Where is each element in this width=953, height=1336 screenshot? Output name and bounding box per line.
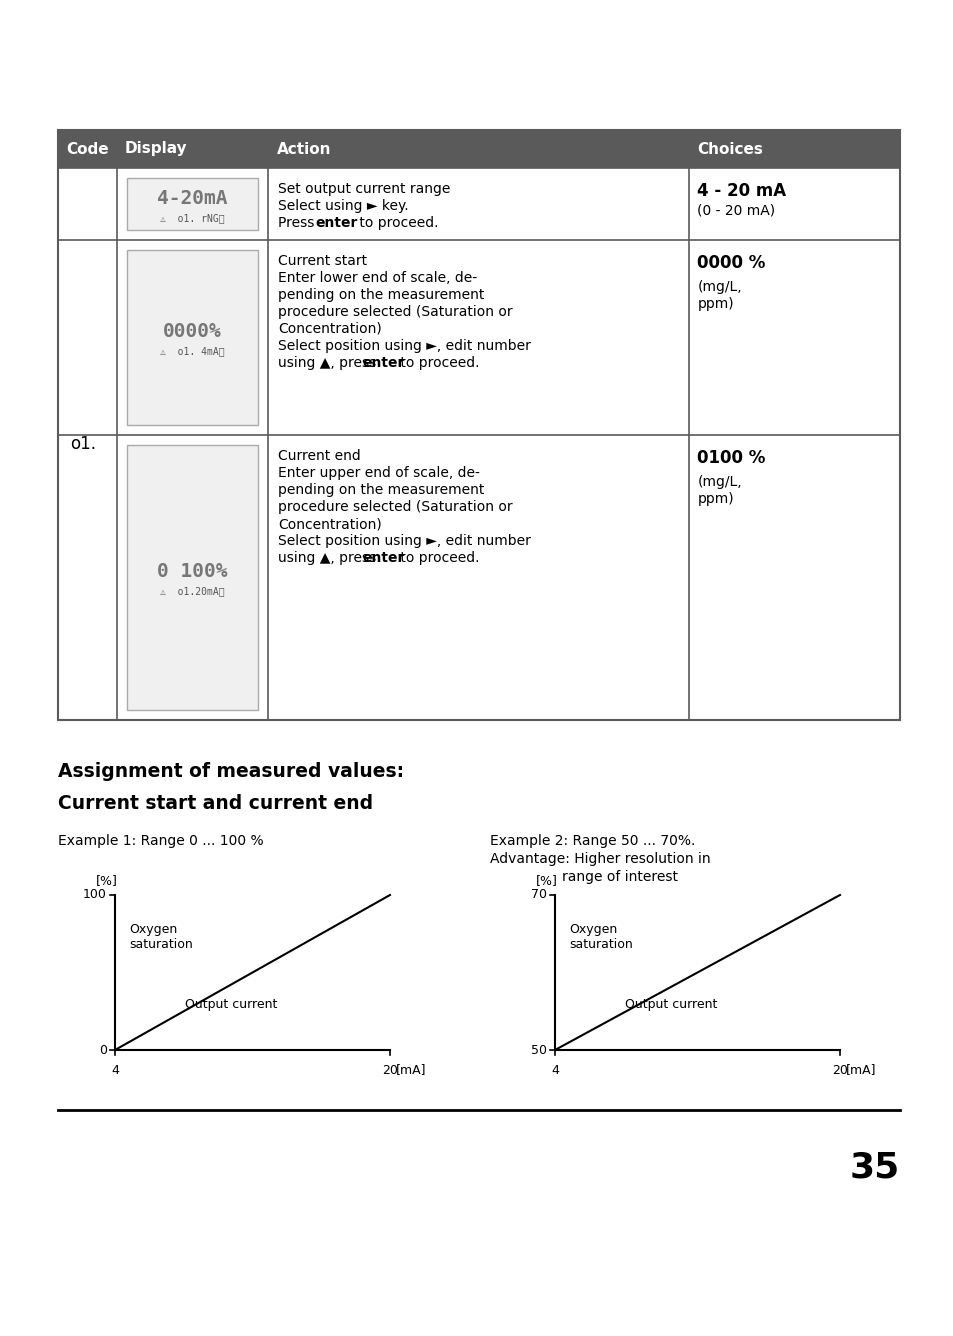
Text: [%]: [%] xyxy=(536,875,558,887)
Text: using ▲, press: using ▲, press xyxy=(278,355,381,370)
Text: Current end: Current end xyxy=(278,449,361,464)
Text: Press: Press xyxy=(278,216,319,230)
Text: 50: 50 xyxy=(531,1043,546,1057)
Text: Action: Action xyxy=(276,142,331,156)
Text: 70: 70 xyxy=(531,888,546,902)
Text: o1.: o1. xyxy=(70,436,96,453)
Text: Concentration): Concentration) xyxy=(278,322,382,335)
Text: pending on the measurement: pending on the measurement xyxy=(278,289,484,302)
Text: (0 - 20 mA): (0 - 20 mA) xyxy=(697,204,775,218)
Text: ppm): ppm) xyxy=(697,297,734,311)
Text: using ▲, press: using ▲, press xyxy=(278,550,381,565)
Text: Select position using ►, edit number: Select position using ►, edit number xyxy=(278,534,531,548)
Text: 100: 100 xyxy=(83,888,107,902)
Text: ⚠  o1. 4mA⬜: ⚠ o1. 4mA⬜ xyxy=(160,346,225,357)
Text: to proceed.: to proceed. xyxy=(396,550,479,565)
Text: ⚠  o1.20mA⬜: ⚠ o1.20mA⬜ xyxy=(160,587,225,596)
Text: procedure selected (Saturation or: procedure selected (Saturation or xyxy=(278,305,513,319)
Text: 0000%: 0000% xyxy=(163,322,222,341)
Text: 0: 0 xyxy=(99,1043,107,1057)
Text: [mA]: [mA] xyxy=(395,1063,426,1077)
Text: pending on the measurement: pending on the measurement xyxy=(278,484,484,497)
Text: range of interest: range of interest xyxy=(561,870,678,884)
Text: Select position using ►, edit number: Select position using ►, edit number xyxy=(278,339,531,353)
Text: Example 1: Range 0 ... 100 %: Example 1: Range 0 ... 100 % xyxy=(58,834,263,848)
Text: 20: 20 xyxy=(381,1063,397,1077)
Text: 35: 35 xyxy=(849,1150,899,1184)
Bar xyxy=(58,130,899,720)
Text: Code: Code xyxy=(66,142,109,156)
Text: Set output current range: Set output current range xyxy=(278,182,451,196)
Text: to proceed.: to proceed. xyxy=(355,216,438,230)
FancyBboxPatch shape xyxy=(127,250,258,425)
Text: 4: 4 xyxy=(551,1063,558,1077)
Text: Enter lower end of scale, de-: Enter lower end of scale, de- xyxy=(278,271,477,285)
Text: Choices: Choices xyxy=(697,142,762,156)
Text: (mg/L,: (mg/L, xyxy=(697,281,741,294)
Text: Display: Display xyxy=(125,142,188,156)
Bar xyxy=(58,130,899,168)
Text: 20: 20 xyxy=(831,1063,847,1077)
Text: enter: enter xyxy=(315,216,357,230)
FancyBboxPatch shape xyxy=(127,178,258,230)
Text: [%]: [%] xyxy=(96,875,118,887)
Text: [mA]: [mA] xyxy=(845,1063,876,1077)
Text: Assignment of measured values:: Assignment of measured values: xyxy=(58,762,404,782)
Text: Example 2: Range 50 ... 70%.: Example 2: Range 50 ... 70%. xyxy=(490,834,695,848)
Text: Advantage: Higher resolution in: Advantage: Higher resolution in xyxy=(490,852,710,866)
Text: Oxygen
saturation: Oxygen saturation xyxy=(568,923,632,951)
FancyBboxPatch shape xyxy=(127,445,258,709)
Text: enter: enter xyxy=(362,355,404,370)
Text: to proceed.: to proceed. xyxy=(396,355,479,370)
Text: 4 - 20 mA: 4 - 20 mA xyxy=(697,182,786,200)
Text: Output current: Output current xyxy=(624,998,717,1011)
Text: ⚠  o1. rNG⬜: ⚠ o1. rNG⬜ xyxy=(160,212,225,223)
Text: procedure selected (Saturation or: procedure selected (Saturation or xyxy=(278,500,513,514)
Text: 0100 %: 0100 % xyxy=(697,449,765,468)
Text: Enter upper end of scale, de-: Enter upper end of scale, de- xyxy=(278,466,480,480)
Text: Oxygen
saturation: Oxygen saturation xyxy=(129,923,193,951)
Text: enter: enter xyxy=(362,550,404,565)
Text: 0000 %: 0000 % xyxy=(697,254,765,273)
Text: Concentration): Concentration) xyxy=(278,517,382,530)
Text: Output current: Output current xyxy=(185,998,277,1011)
Text: Current start: Current start xyxy=(278,254,367,269)
Text: 4: 4 xyxy=(111,1063,119,1077)
Text: ppm): ppm) xyxy=(697,492,734,506)
Text: 0 100%: 0 100% xyxy=(157,562,228,581)
Text: Current start and current end: Current start and current end xyxy=(58,794,373,814)
Text: Select using ► key.: Select using ► key. xyxy=(278,199,409,212)
Text: (mg/L,: (mg/L, xyxy=(697,476,741,489)
Text: 4-20mA: 4-20mA xyxy=(157,188,228,207)
